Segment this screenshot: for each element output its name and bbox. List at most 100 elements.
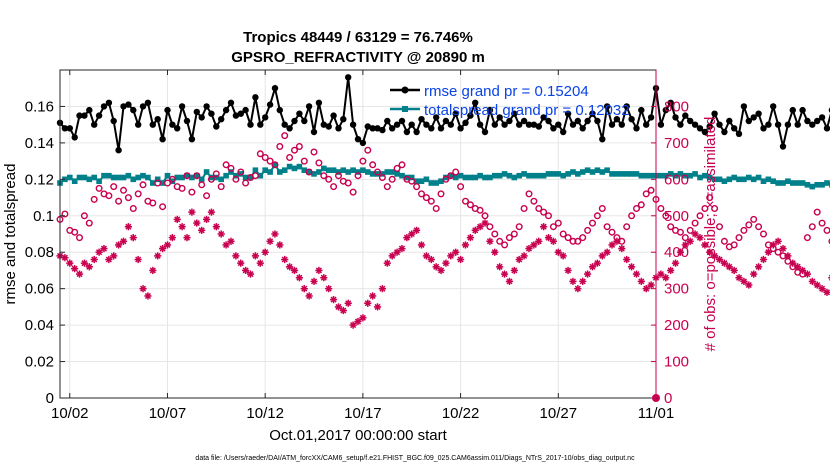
assimilated-obs-marker xyxy=(349,321,357,329)
legend-label-rmse: rmse grand pr = 0.15204 xyxy=(424,83,589,100)
possible-obs-marker xyxy=(437,190,445,198)
totalspread-point xyxy=(682,172,689,179)
rmse-point xyxy=(779,143,787,150)
totalspread-point xyxy=(643,172,649,179)
possible-obs-marker xyxy=(115,197,123,205)
assimilated-obs-marker xyxy=(271,230,279,238)
rmse-point xyxy=(91,121,98,128)
rmse-point xyxy=(643,121,650,128)
rmse-point xyxy=(359,139,367,147)
totalspread-point xyxy=(325,167,332,173)
possible-obs-marker xyxy=(549,223,557,231)
totalspread-point xyxy=(731,174,737,181)
possible-obs-marker xyxy=(491,230,499,238)
assimilated-obs-marker xyxy=(310,277,318,285)
assimilated-obs-marker xyxy=(344,299,352,307)
assimilated-obs-marker xyxy=(505,277,514,285)
rmse-point xyxy=(154,116,161,123)
possible-obs-marker xyxy=(344,179,352,187)
rmse-point xyxy=(320,121,327,128)
assimilated-obs-marker xyxy=(466,234,474,242)
totalspread-point xyxy=(394,171,400,177)
rmse-point xyxy=(716,121,723,128)
possible-obs-marker xyxy=(755,223,763,231)
totalspread-point xyxy=(115,174,122,181)
possible-obs-marker xyxy=(75,234,83,242)
possible-obs-marker xyxy=(603,223,611,231)
possible-obs-marker xyxy=(227,164,235,172)
assimilated-obs-marker xyxy=(408,230,416,238)
rmse-point xyxy=(491,121,498,128)
totalspread-point xyxy=(697,174,703,181)
assimilated-obs-marker xyxy=(681,241,689,249)
totalspread-point xyxy=(399,172,405,179)
assimilated-obs-marker xyxy=(124,223,132,231)
assimilated-obs-marker xyxy=(613,237,621,245)
assimilated-obs-marker xyxy=(286,263,294,271)
totalspread-point xyxy=(780,180,786,186)
y-tick-label-left: 0.16 xyxy=(25,98,54,115)
totalspread-point xyxy=(511,174,518,181)
rmse-point xyxy=(594,117,601,125)
assimilated-obs-marker xyxy=(256,259,264,267)
chart-title-line2: GPSRO_REFRACTIVITY @ 20890 m xyxy=(231,49,485,66)
possible-obs-marker xyxy=(139,181,147,189)
possible-obs-marker xyxy=(525,190,533,198)
y-tick-label-right: 400 xyxy=(664,244,689,261)
assimilated-obs-marker xyxy=(281,255,289,264)
rmse-point xyxy=(379,126,386,134)
rmse-point xyxy=(437,125,445,132)
possible-obs-marker xyxy=(760,230,768,238)
totalspread-point xyxy=(555,171,562,177)
totalspread-point xyxy=(448,172,454,179)
totalspread-point xyxy=(457,172,464,179)
totalspread-point xyxy=(799,180,806,186)
rmse-point xyxy=(291,117,298,125)
possible-obs-marker xyxy=(579,234,587,242)
assimilated-obs-marker xyxy=(647,281,655,289)
totalspread-point xyxy=(443,174,449,181)
rmse-point xyxy=(545,117,552,125)
rmse-point xyxy=(608,121,616,128)
totalspread-point xyxy=(560,172,566,179)
rmse-point xyxy=(618,121,625,128)
rmse-point xyxy=(726,117,733,125)
possible-obs-marker xyxy=(105,192,113,200)
rmse-point xyxy=(560,128,567,136)
totalspread-point xyxy=(81,174,88,181)
assimilated-obs-marker xyxy=(769,241,777,249)
totalspread-point xyxy=(316,169,322,175)
assimilated-obs-marker xyxy=(193,219,201,227)
totalspread-point xyxy=(536,172,542,179)
rmse-point xyxy=(213,123,220,130)
possible-obs-marker xyxy=(545,212,553,220)
totalspread-point xyxy=(110,174,117,181)
possible-obs-marker xyxy=(261,153,269,161)
assimilated-obs-marker xyxy=(378,285,387,293)
rmse-point xyxy=(227,99,235,107)
totalspread-point xyxy=(194,172,200,179)
assimilated-obs-marker xyxy=(554,248,562,256)
totalspread-point xyxy=(423,176,430,183)
possible-obs-marker xyxy=(286,153,294,161)
possible-obs-marker xyxy=(535,204,543,212)
rmse-point xyxy=(540,114,547,121)
possible-obs-marker xyxy=(124,194,132,202)
rmse-point xyxy=(364,123,371,130)
rmse-point xyxy=(496,114,503,121)
totalspread-point xyxy=(472,174,478,181)
assimilated-obs-marker xyxy=(730,266,738,275)
rmse-point xyxy=(457,125,464,132)
y-tick-label-left: 0.06 xyxy=(25,281,54,298)
rmse-point xyxy=(765,121,772,128)
rmse-point xyxy=(682,112,689,119)
rmse-point xyxy=(384,117,391,125)
assimilated-obs-marker xyxy=(603,248,611,256)
totalspread-point xyxy=(531,172,537,179)
rmse-point xyxy=(687,117,694,125)
totalspread-point xyxy=(614,171,620,177)
y-tick-label-left: 0.1 xyxy=(33,208,54,225)
assimilated-obs-marker xyxy=(715,255,724,264)
totalspread-point xyxy=(189,174,195,181)
rmse-point xyxy=(193,108,200,116)
